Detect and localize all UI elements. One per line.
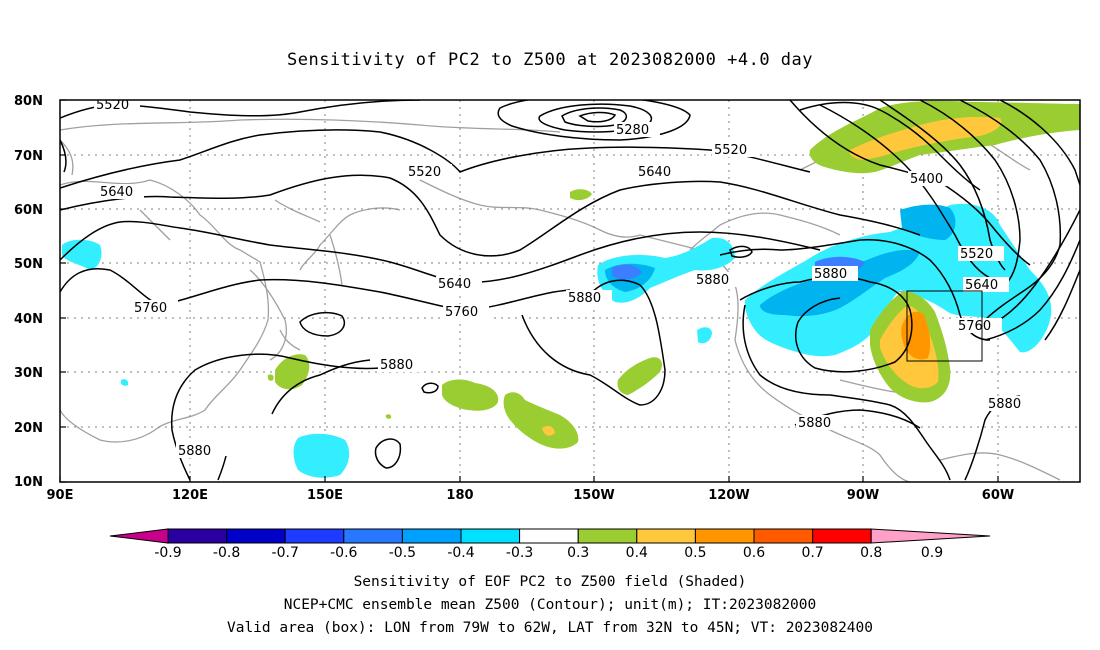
contour-label: 5880 xyxy=(178,444,211,459)
shade-green xyxy=(267,374,274,381)
tick-marks xyxy=(59,99,999,483)
lon-label: 90W xyxy=(847,488,879,503)
shade-green xyxy=(275,354,310,390)
colorbar-end-high xyxy=(870,528,991,544)
latitude-labels: 80N 70N 60N 50N 40N 30N 20N 10N xyxy=(14,94,43,490)
shade-cyan xyxy=(120,379,129,386)
shaded-sensitivity xyxy=(62,100,1080,478)
shade-sky xyxy=(760,249,920,317)
colorbar-swatch xyxy=(753,528,814,544)
lat-label: 30N xyxy=(14,366,43,381)
contour-label: 5520 xyxy=(714,143,747,158)
colorbar-label: 0.6 xyxy=(743,545,765,561)
colorbar-label: -0.3 xyxy=(506,545,533,561)
shade-green xyxy=(570,189,592,201)
colorbar-labels: -0.9 -0.8 -0.7 -0.6 -0.5 -0.4 -0.3 0.3 0… xyxy=(154,545,943,561)
shade-green xyxy=(385,414,392,419)
shade-cyan xyxy=(744,203,1052,357)
colorbar-swatch xyxy=(343,528,403,544)
colorbar-label: -0.9 xyxy=(154,545,181,561)
caption-contour: NCEP+CMC ensemble mean Z500 (Contour); u… xyxy=(283,597,817,613)
map-frame xyxy=(59,99,1081,483)
colorbar-label: -0.8 xyxy=(213,545,240,561)
shade-green xyxy=(503,392,579,449)
lon-label: 60W xyxy=(982,488,1014,503)
colorbar-label: 0.3 xyxy=(567,545,589,561)
contour-label: 5280 xyxy=(616,123,649,138)
lat-label: 70N xyxy=(14,149,43,164)
lon-label: 150W xyxy=(573,488,614,503)
contour-label: 5640 xyxy=(100,185,133,200)
contour-label: 5880 xyxy=(798,416,831,431)
colorbar-swatch xyxy=(167,528,228,544)
contour-labels: 5520 5280 5520 5520 5640 5640 5400 5640 … xyxy=(94,98,1032,459)
colorbar-label: -0.5 xyxy=(389,545,416,561)
colorbar-label: -0.6 xyxy=(330,545,357,561)
contour-label: 5760 xyxy=(445,305,478,320)
colorbar-label: 0.5 xyxy=(684,545,706,561)
colorbar-label: 0.9 xyxy=(921,545,943,561)
colorbar-swatch xyxy=(812,528,872,544)
contour-label: 5880 xyxy=(568,291,601,306)
lon-label: 90E xyxy=(47,488,74,503)
contour-label: 5520 xyxy=(960,247,993,262)
contour-label: 5760 xyxy=(958,319,991,334)
contour-label: 5520 xyxy=(408,165,441,180)
shade-cyan xyxy=(293,433,350,478)
colorbar xyxy=(109,528,991,544)
shade-yellow xyxy=(542,425,555,436)
colorbar-swatch xyxy=(636,528,696,544)
shade-cyan xyxy=(697,327,712,344)
shade-blue xyxy=(612,264,642,280)
colorbar-end-low xyxy=(109,528,169,544)
shade-cyan xyxy=(62,239,102,270)
contour-label: 5880 xyxy=(814,267,847,282)
colorbar-swatch xyxy=(694,528,755,544)
contour-label: 5400 xyxy=(910,172,943,187)
shade-green xyxy=(442,379,499,411)
contour-label: 5760 xyxy=(134,301,167,316)
lat-label: 10N xyxy=(14,475,43,490)
colorbar-label: 0.4 xyxy=(626,545,648,561)
colorbar-swatch xyxy=(577,528,638,544)
lon-label: 120E xyxy=(172,488,208,503)
colorbar-swatch xyxy=(460,528,521,544)
lat-label: 20N xyxy=(14,421,43,436)
colorbar-label: -0.7 xyxy=(272,545,299,561)
longitude-labels: 90E 120E 150E 180 150W 120W 90W 60W xyxy=(47,488,1015,503)
lon-label: 180 xyxy=(446,488,473,503)
contour-label: 5520 xyxy=(96,98,129,113)
contour-label: 5880 xyxy=(988,397,1021,412)
lat-label: 40N xyxy=(14,312,43,327)
contour-label: 5880 xyxy=(696,273,729,288)
contour-label: 5640 xyxy=(438,277,471,292)
shade-green xyxy=(617,357,662,395)
colorbar-swatch xyxy=(226,528,286,544)
lat-label: 80N xyxy=(14,94,43,109)
colorbar-swatch xyxy=(401,528,462,544)
contour-label: 5640 xyxy=(638,165,671,180)
lat-label: 50N xyxy=(14,257,43,272)
colorbar-swatch xyxy=(519,528,579,544)
shade-orange xyxy=(901,311,931,360)
valid-area-box xyxy=(906,290,983,362)
map-area: 5520 5280 5520 5520 5640 5640 5400 5640 … xyxy=(60,98,1080,482)
contour-label: 5640 xyxy=(965,278,998,293)
caption-valid-area: Valid area (box): LON from 79W to 62W, L… xyxy=(226,620,873,636)
colorbar-label: 0.8 xyxy=(860,545,882,561)
lon-label: 120W xyxy=(708,488,749,503)
chart-title: Sensitivity of PC2 to Z500 at 2023082000… xyxy=(286,50,813,70)
contour-label: 5880 xyxy=(380,358,413,373)
lat-label: 60N xyxy=(14,203,43,218)
caption-shading: Sensitivity of EOF PC2 to Z500 field (Sh… xyxy=(353,574,747,590)
lon-label: 150E xyxy=(307,488,343,503)
colorbar-label: 0.7 xyxy=(801,545,823,561)
colorbar-label: -0.4 xyxy=(447,545,474,561)
colorbar-swatch xyxy=(284,528,345,544)
